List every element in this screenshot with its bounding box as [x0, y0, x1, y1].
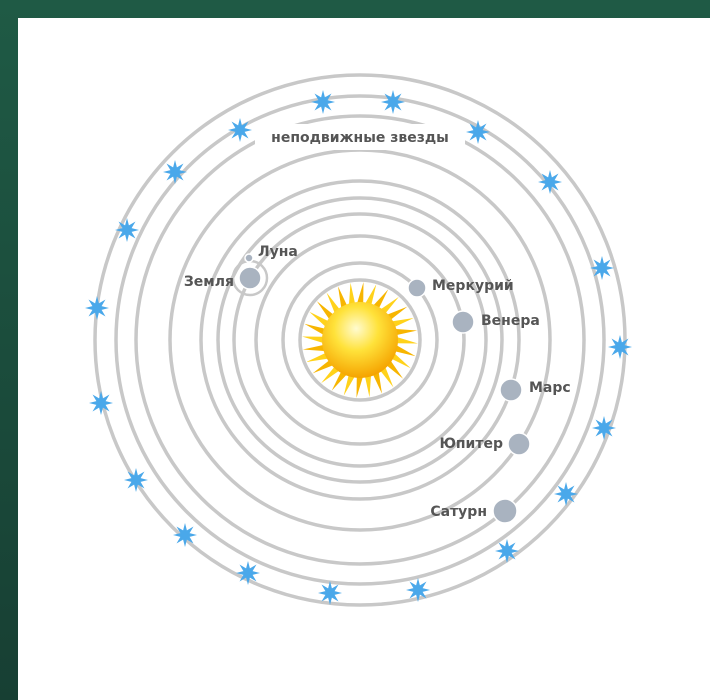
sun: [322, 302, 398, 378]
star: [381, 90, 405, 114]
star: [311, 90, 335, 114]
star: [495, 539, 519, 563]
star: [406, 578, 430, 602]
star: [85, 296, 109, 320]
saturn: [493, 499, 517, 523]
star: [592, 416, 616, 440]
star: [228, 118, 252, 142]
sun-ray: [365, 374, 371, 397]
saturn-label: Сатурн: [430, 504, 487, 520]
mercury-label: Меркурий: [432, 278, 514, 294]
earth: [239, 267, 261, 289]
jupiter-label: Юпитер: [439, 436, 503, 452]
jupiter: [508, 433, 530, 455]
diagram: неподвижные звезды Луна Земля Меркурий В…: [0, 0, 710, 700]
venus: [452, 311, 474, 333]
venus-label: Венера: [481, 313, 540, 329]
star: [173, 523, 197, 547]
moon: [245, 254, 253, 262]
sun-ray: [394, 329, 417, 335]
star: [590, 256, 614, 280]
sun-ray: [303, 345, 326, 351]
earth-label: Земля: [184, 274, 234, 290]
mercury: [408, 279, 426, 297]
star: [538, 170, 562, 194]
mars: [500, 379, 522, 401]
sun-ray: [302, 337, 324, 344]
star: [554, 482, 578, 506]
star: [466, 120, 490, 144]
star: [89, 391, 113, 415]
star: [608, 335, 632, 359]
page: неподвижные звезды Луна Земля Меркурий В…: [0, 0, 710, 700]
sun-ray: [396, 337, 418, 344]
star: [163, 160, 187, 184]
mars-label: Марс: [529, 380, 571, 396]
moon-label: Луна: [258, 244, 298, 260]
star: [124, 468, 148, 492]
sun-ray: [357, 282, 364, 304]
sun-ray: [349, 283, 355, 306]
star: [318, 581, 342, 605]
star: [115, 218, 139, 242]
star: [236, 561, 260, 585]
sun-ray: [357, 376, 364, 398]
stars-label: неподвижные звезды: [271, 130, 449, 146]
